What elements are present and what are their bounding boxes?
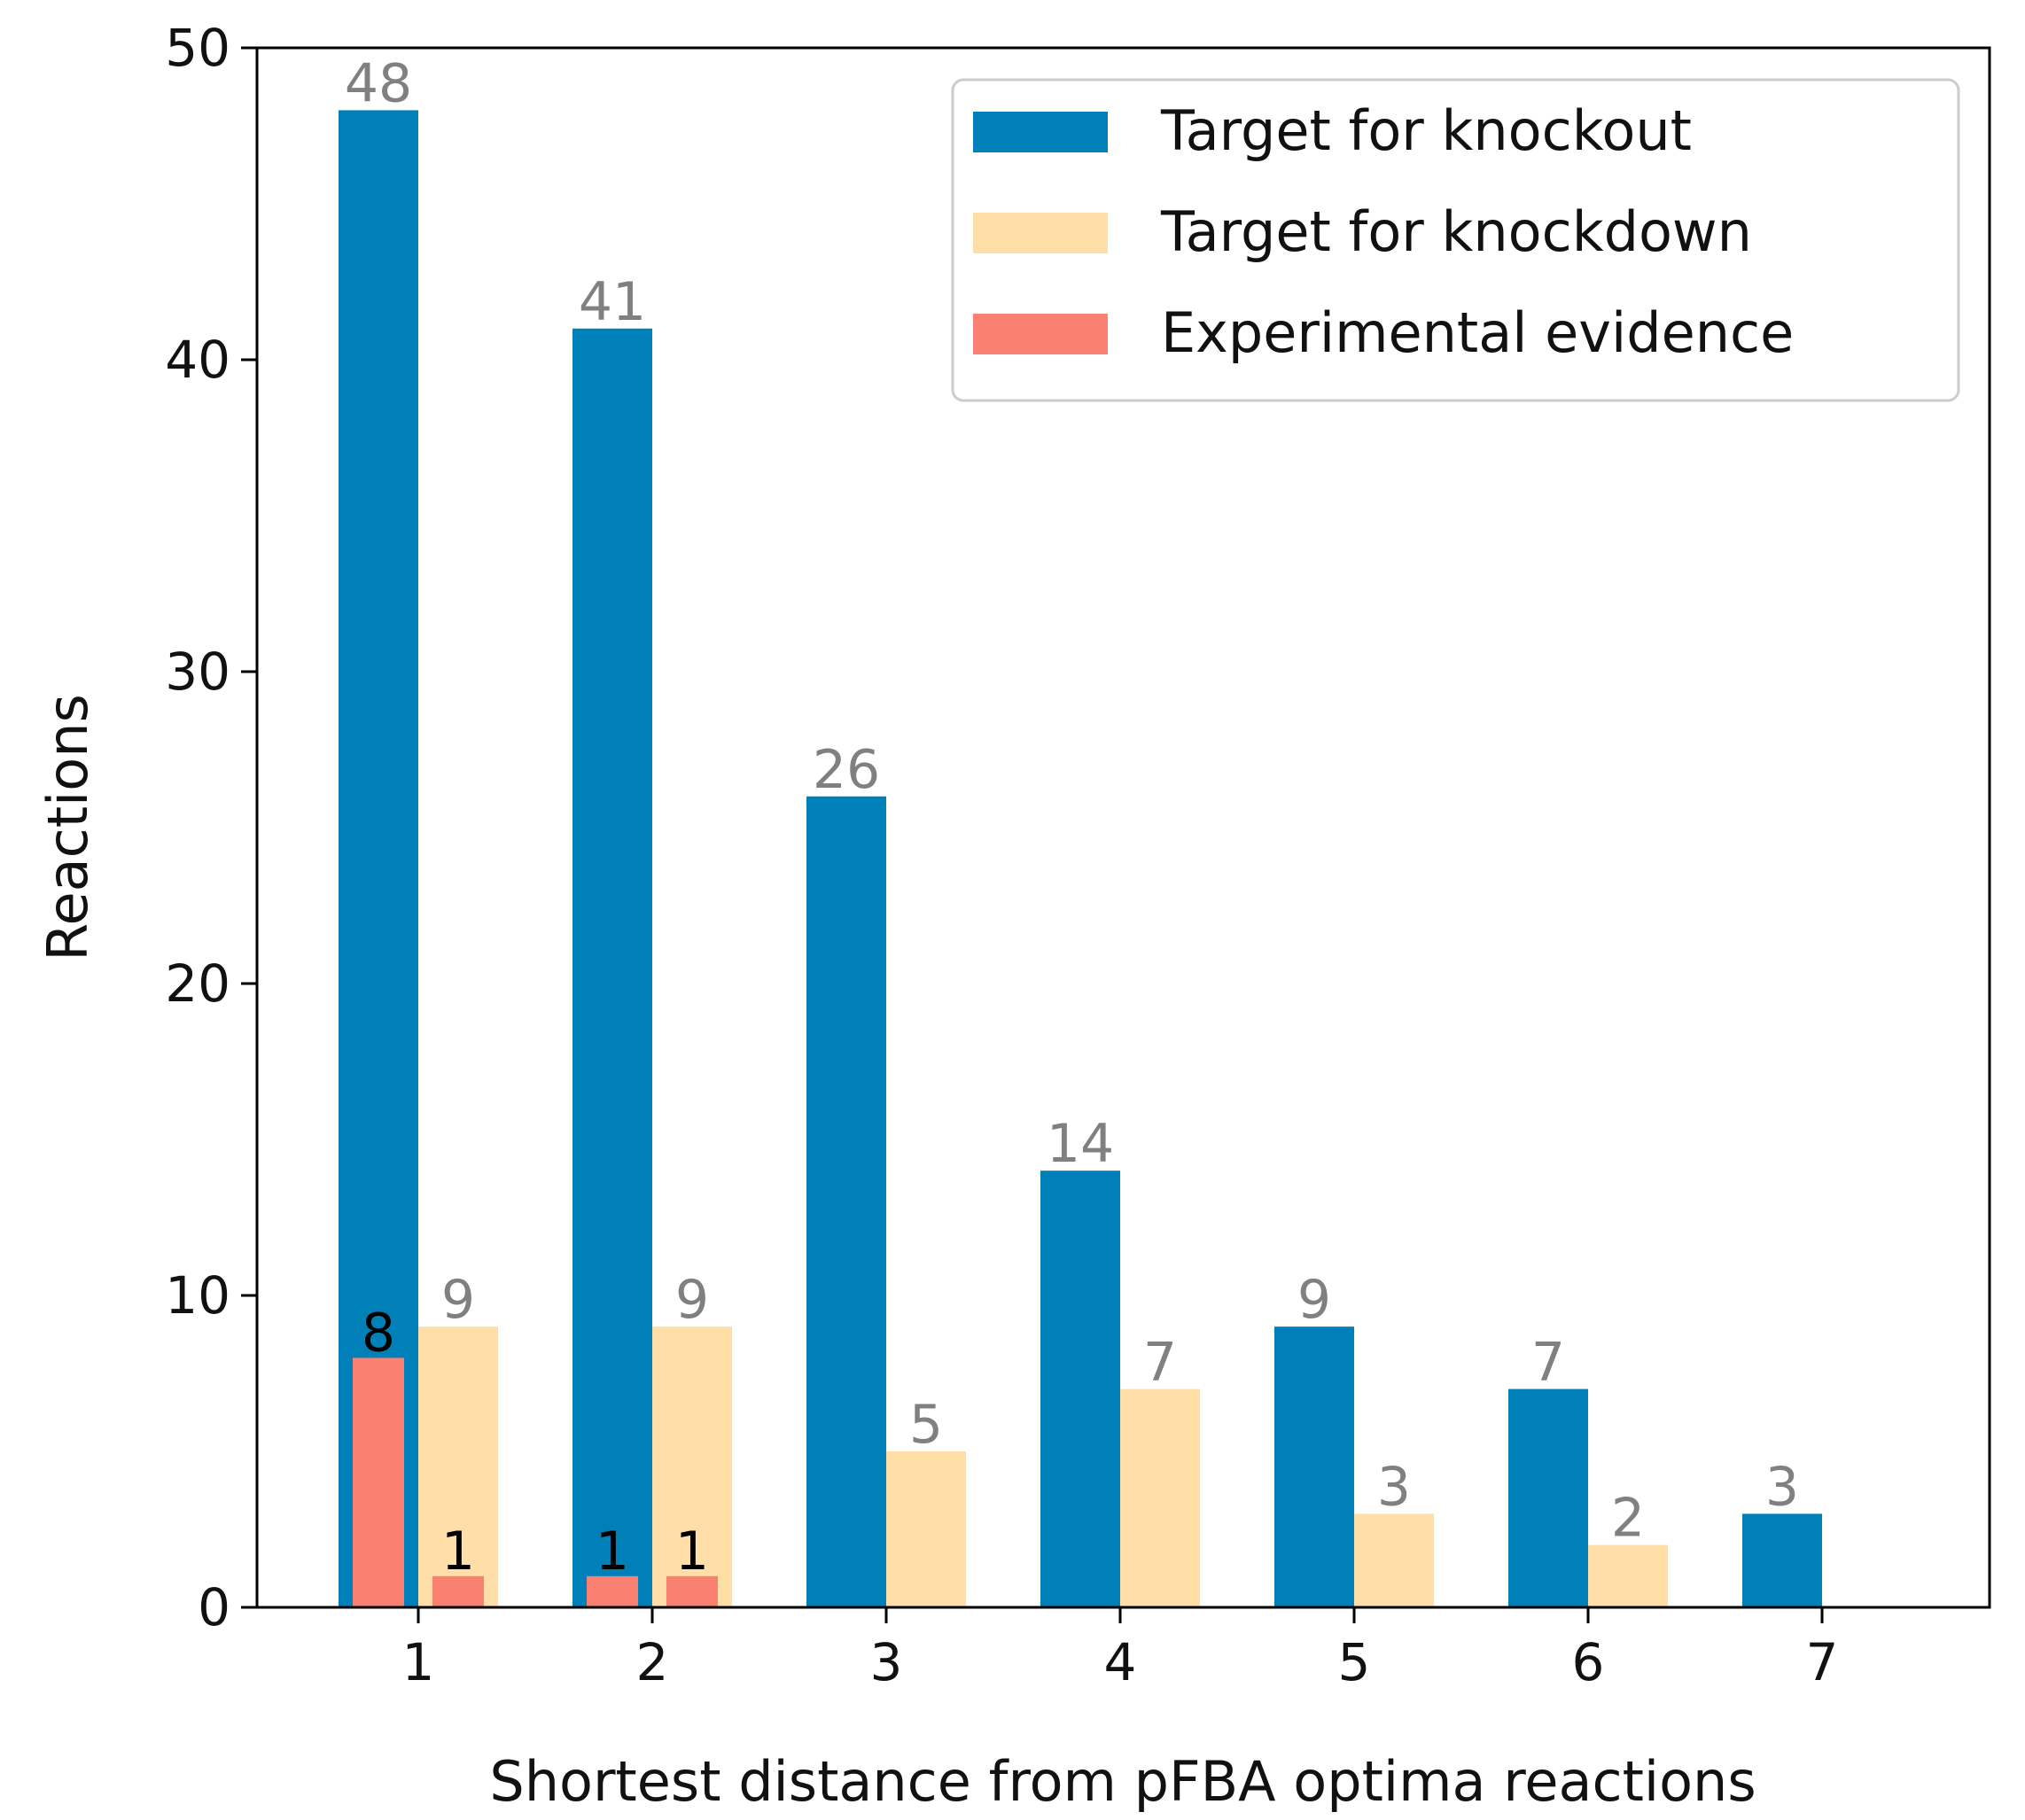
y-tick-label-0: 0 bbox=[198, 1577, 230, 1637]
x-tick-label-4: 4 bbox=[1104, 1632, 1137, 1692]
bar-knockout-2 bbox=[572, 328, 652, 1607]
x-tick-label-2: 2 bbox=[636, 1632, 669, 1692]
x-tick-label-6: 6 bbox=[1572, 1632, 1605, 1692]
bar-knockout-6 bbox=[1508, 1388, 1588, 1607]
x-axis-title: Shortest distance from pFBA optima react… bbox=[489, 1749, 1756, 1814]
x-axis: 1 2 3 4 5 6 7 bbox=[402, 1607, 1839, 1692]
bar-knockdown-6 bbox=[1588, 1544, 1668, 1607]
data-label-knockdown-4: 7 bbox=[1143, 1332, 1177, 1394]
legend-label-knockout: Target for knockout bbox=[1160, 98, 1692, 163]
data-label-knockdown-2: 9 bbox=[675, 1269, 709, 1331]
data-label-knockout-3: 26 bbox=[813, 739, 880, 801]
y-axis: 0 10 20 30 40 50 bbox=[165, 18, 257, 1637]
y-tick-label-30: 30 bbox=[165, 642, 230, 702]
bar-knockout-4 bbox=[1040, 1171, 1120, 1607]
bar-knockdown-3 bbox=[886, 1451, 966, 1607]
plot-frame bbox=[255, 46, 1991, 1609]
bar-knockout-3 bbox=[806, 796, 886, 1607]
legend-label-evidence: Experimental evidence bbox=[1161, 300, 1794, 365]
data-label-knockdown-1: 9 bbox=[441, 1269, 475, 1331]
bar-evidence-2-knockout bbox=[587, 1575, 638, 1607]
legend-swatch-knockout bbox=[973, 112, 1108, 152]
bar-knockdown-1 bbox=[418, 1326, 498, 1607]
data-label-evidence-2-knockdown: 1 bbox=[675, 1521, 709, 1583]
bar-evidence-1-knockout bbox=[353, 1357, 404, 1607]
bar-knockdown-2 bbox=[652, 1326, 732, 1607]
x-tick-label-3: 3 bbox=[870, 1632, 903, 1692]
data-label-knockdown-5: 3 bbox=[1377, 1456, 1411, 1518]
data-label-knockout-6: 7 bbox=[1531, 1332, 1565, 1394]
legend-swatch-evidence bbox=[973, 314, 1108, 354]
data-label-evidence-1-knockdown: 1 bbox=[441, 1521, 475, 1583]
legend-frame bbox=[951, 78, 1960, 402]
data-label-knockdown-6: 2 bbox=[1611, 1488, 1645, 1550]
bar-knockout-7 bbox=[1742, 1513, 1822, 1607]
x-tick-label-5: 5 bbox=[1338, 1632, 1371, 1692]
y-axis-title: Reactions bbox=[35, 694, 100, 961]
legend: Target for knockout Target for knockdown… bbox=[951, 78, 1960, 402]
data-label-knockout-5: 9 bbox=[1297, 1269, 1331, 1331]
data-label-knockdown-3: 5 bbox=[909, 1394, 943, 1456]
data-label-evidence-2-knockout: 1 bbox=[596, 1521, 629, 1583]
bar-knockdown-5 bbox=[1354, 1513, 1434, 1607]
y-tick-label-20: 20 bbox=[165, 953, 230, 1014]
x-tick-label-1: 1 bbox=[402, 1632, 435, 1692]
bar-evidence-1-knockdown bbox=[432, 1575, 484, 1607]
y-tick-label-40: 40 bbox=[165, 330, 230, 390]
data-label-knockout-4: 14 bbox=[1047, 1113, 1114, 1175]
data-label-knockout-2: 41 bbox=[579, 271, 646, 333]
y-tick-label-10: 10 bbox=[165, 1265, 230, 1326]
bars-group bbox=[339, 110, 1822, 1607]
y-tick-label-50: 50 bbox=[165, 18, 230, 78]
legend-label-knockdown: Target for knockdown bbox=[1160, 199, 1752, 264]
data-label-evidence-1-knockout: 8 bbox=[362, 1302, 395, 1364]
data-label-knockout-1: 48 bbox=[345, 52, 412, 114]
bar-evidence-2-knockdown bbox=[666, 1575, 718, 1607]
data-label-knockout-7: 3 bbox=[1765, 1456, 1799, 1518]
x-tick-label-7: 7 bbox=[1806, 1632, 1839, 1692]
bar-knockdown-4 bbox=[1120, 1388, 1200, 1607]
legend-swatch-knockdown bbox=[973, 213, 1108, 253]
bar-knockout-5 bbox=[1274, 1326, 1354, 1607]
